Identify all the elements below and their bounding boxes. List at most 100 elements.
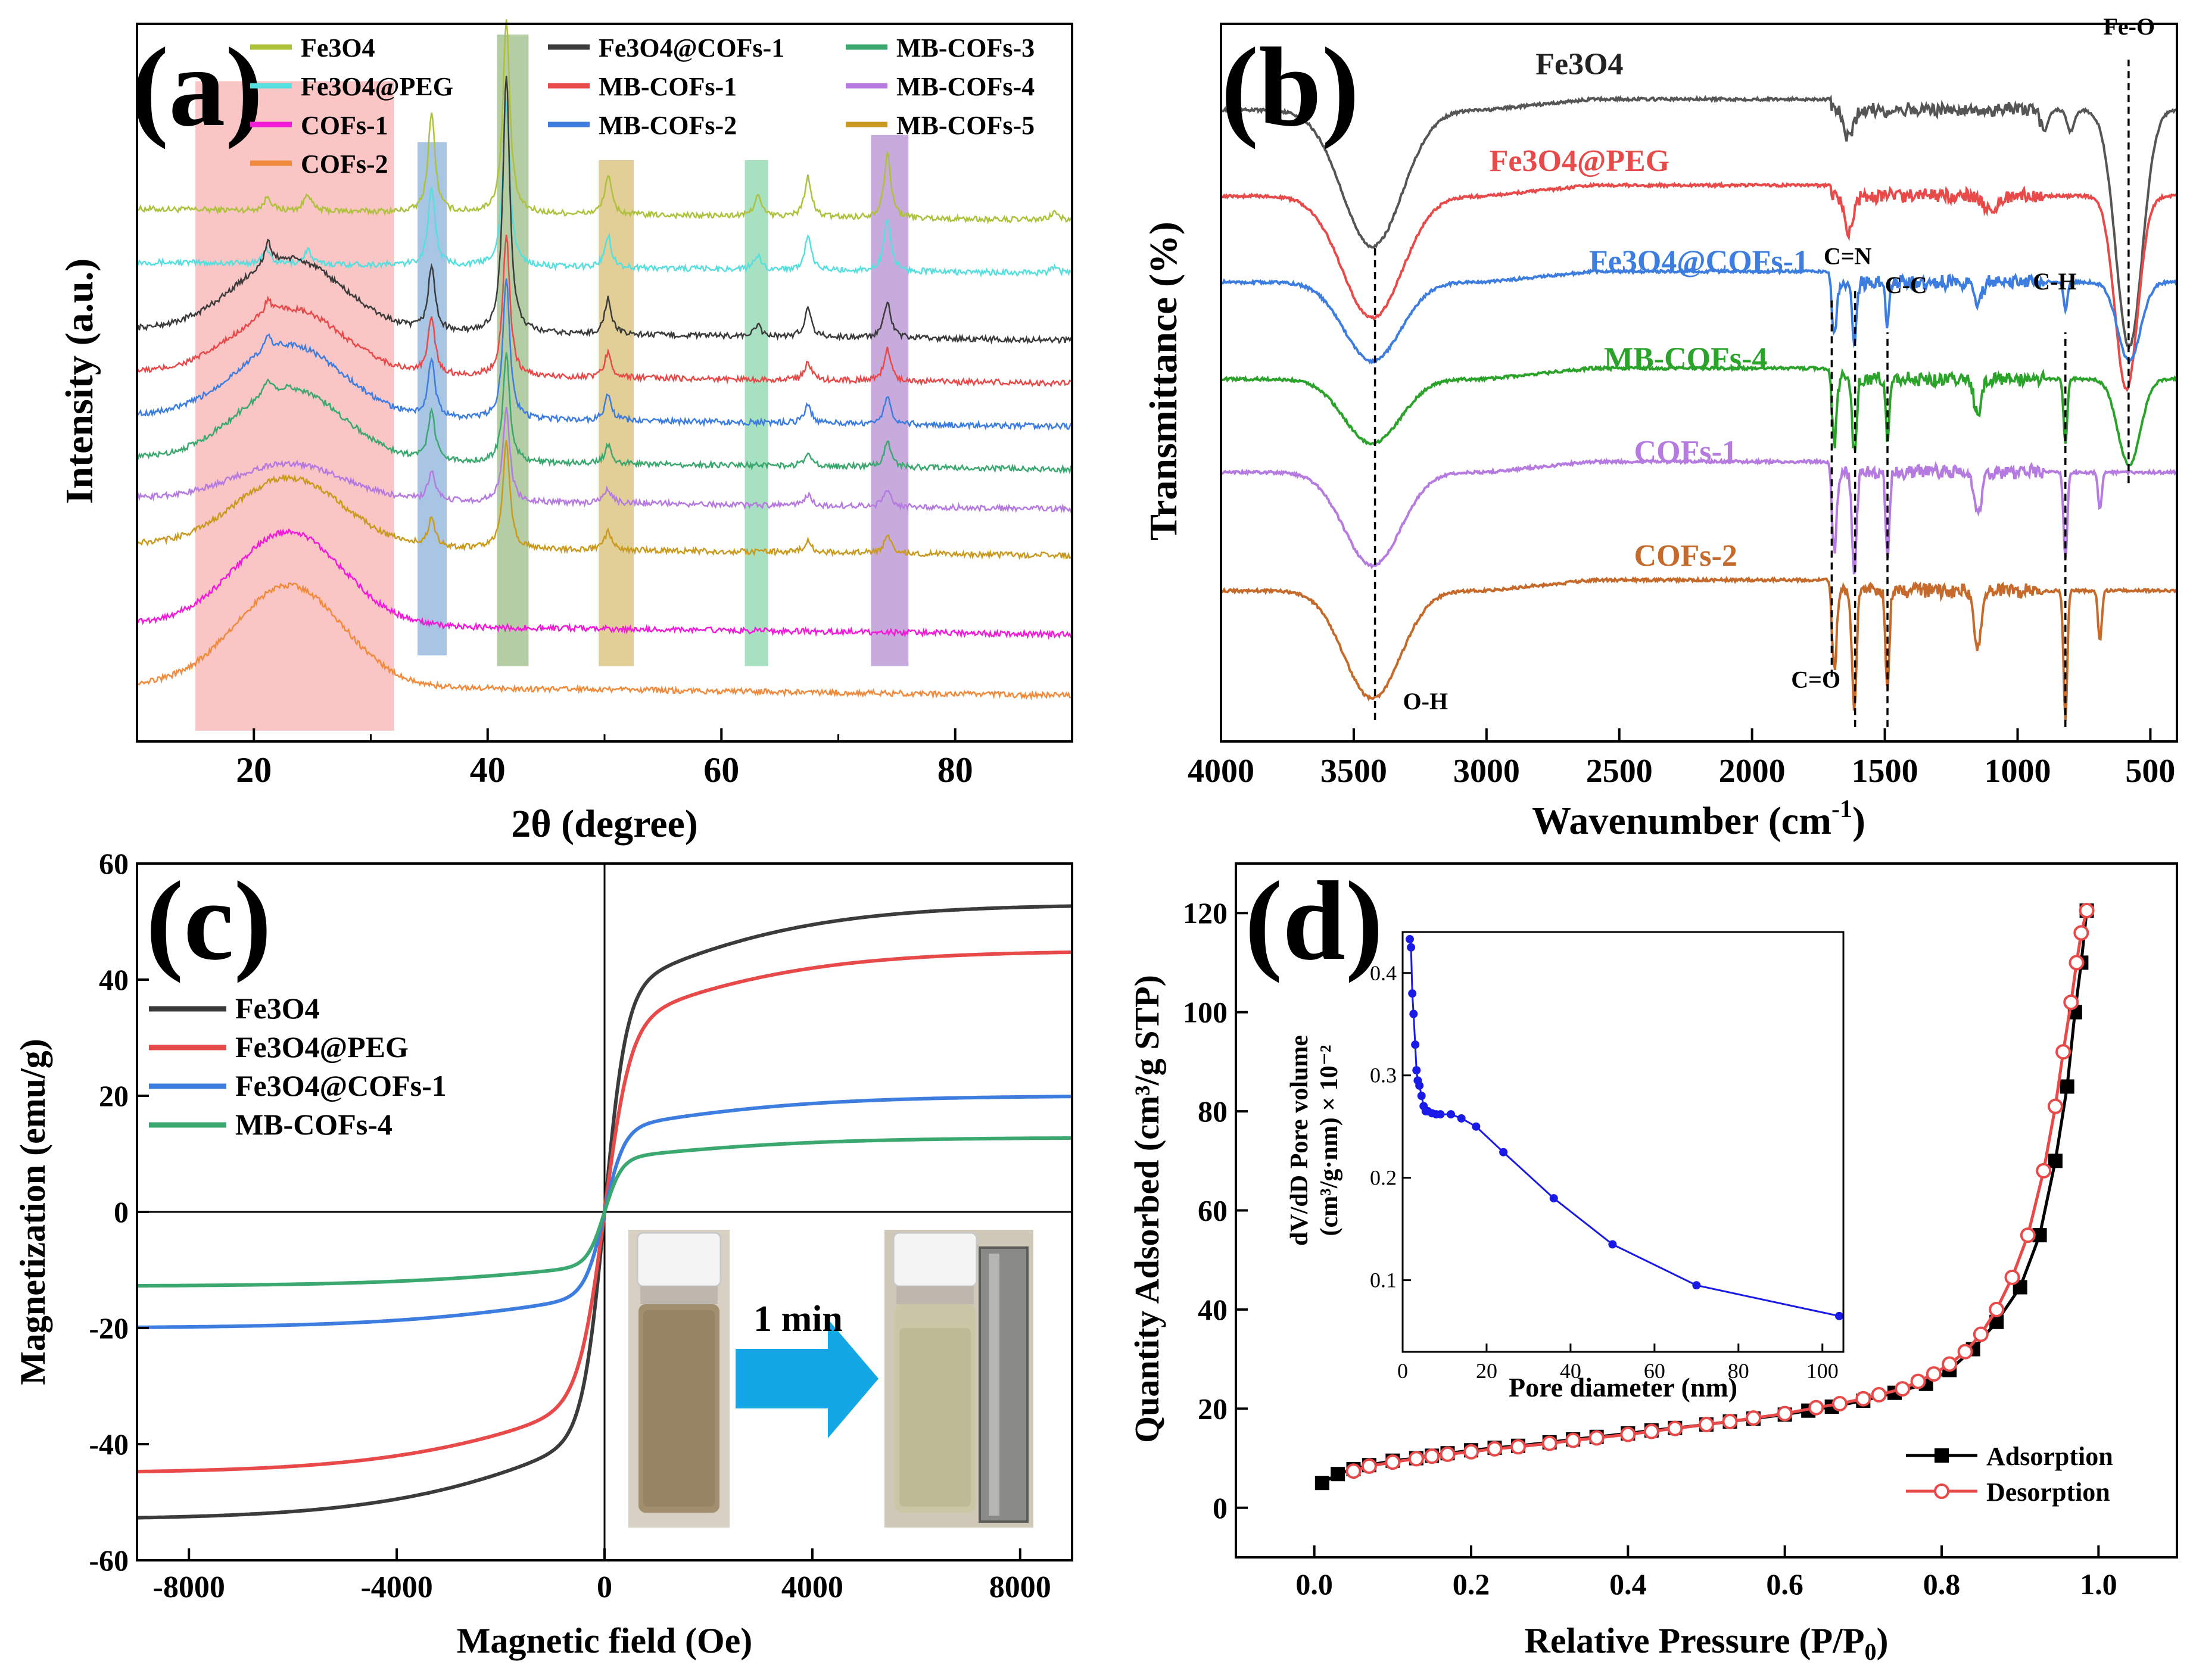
d-marker-desorption (2055, 1044, 2071, 1060)
vial-after-neck (896, 1286, 974, 1304)
arrow-right-icon (736, 1319, 879, 1438)
d-legend-label-desorption: Desorption (1986, 1478, 2110, 1507)
b-series-label-cofs-2: COFs-2 (1634, 539, 1737, 573)
a-y-axis-label: Intensity (a.u.) (58, 258, 101, 504)
d-marker-desorption (2079, 903, 2095, 919)
b-x-axis-label-sup: -1 (1831, 796, 1852, 823)
d-inset-point (1417, 1092, 1426, 1101)
d-marker-desorption (1463, 1444, 1479, 1460)
c-vsm-curves (136, 904, 1073, 1520)
b-plot-frame (1220, 23, 2178, 743)
a-xtick-label-40: 40 (470, 750, 506, 790)
d-inset-xtick-label-80: 80 (1728, 1359, 1749, 1383)
a-legend-label-mb-cofs-4: MB-COFs-4 (896, 72, 1035, 101)
d-inset-point (1608, 1240, 1617, 1249)
d-marker-desorption (1620, 1426, 1636, 1442)
d-marker-desorption (1643, 1423, 1659, 1439)
d-inset-ytick-label-3: 0.4 (1370, 961, 1397, 985)
d-legend-label-adsorption: Adsorption (1986, 1442, 2113, 1471)
d-marker-desorption (1424, 1448, 1440, 1464)
d-inset-ytick-label-0: 0.1 (1370, 1268, 1397, 1292)
vial-before-texture (643, 1310, 715, 1507)
b-annotation-c-h: C-H (2033, 268, 2076, 295)
a-legend-label-mb-cofs-1: MB-COFs-1 (599, 72, 737, 101)
a-xrd-curves (136, 19, 1073, 701)
d-ytick-label-80: 80 (1198, 1095, 1228, 1128)
d-marker-desorption (2004, 1269, 2020, 1285)
a-xtick-label-60: 60 (703, 750, 739, 790)
c-legend-label-fe3o4: Fe3O4 (235, 992, 320, 1025)
b-series-labels: Fe3O4 Fe3O4@PEG Fe3O4@COFs-1 MB-COFs-4 COFs-… (1490, 47, 1809, 572)
d-marker-desorption (1942, 1356, 1958, 1372)
d-marker-desorption (1487, 1441, 1503, 1457)
c-ytick-label--60: -60 (89, 1544, 129, 1577)
c-ticks: -8000 -4000 0 4000 8000 -60 -40 -20 0 20 40 60 (89, 847, 1051, 1604)
d-xtick-label-0: 0.0 (1295, 1567, 1333, 1601)
c-ytick-label-60: 60 (99, 847, 129, 880)
vial-after-cap (892, 1232, 978, 1288)
b-annotation-fe-o: Fe-O (2103, 13, 2155, 40)
d-marker-desorption (2063, 995, 2079, 1010)
b-series-label-mb-cofs-4: MB-COFs-4 (1604, 341, 1767, 375)
a-curve-mb-cofs-2 (136, 278, 1073, 431)
d-inset-point (1409, 1009, 1418, 1018)
a-legend-label-fe3o4-peg: Fe3O4@PEG (301, 72, 453, 101)
a-band-4 (745, 160, 768, 666)
c-xtick-label--4000: -4000 (360, 1570, 432, 1604)
d-inset-point (1457, 1114, 1466, 1123)
b-curve-cofs-1 (1220, 457, 2178, 575)
b-series-label-fe3o4-peg: Fe3O4@PEG (1490, 144, 1670, 178)
a-curve-mb-cofs-4 (136, 407, 1073, 515)
c-x-axis-label: Magnetic field (Oe) (457, 1621, 753, 1660)
b-x-ticks: 4000 3500 3000 2500 2000 1500 1000 500 (1188, 728, 2175, 790)
c-inset-photo: 1 min (628, 1230, 1033, 1528)
d-inset-point (1408, 989, 1417, 998)
c-ytick-label--40: -40 (89, 1427, 129, 1461)
d-marker-desorption (2020, 1227, 2036, 1243)
d-inset-x-label: Pore diameter (nm) (1509, 1372, 1737, 1402)
a-curve-fe3o4-cofs-1 (136, 76, 1073, 345)
b-curve-cofs-2 (1220, 575, 2178, 721)
a-xtick-label-20: 20 (236, 750, 272, 790)
d-marker-adsorption (1314, 1476, 1329, 1491)
b-dashed-markers (1373, 60, 2130, 727)
b-series-label-fe3o4-cofs-1: Fe3O4@COFs-1 (1589, 245, 1809, 279)
d-marker-desorption (1588, 1430, 1605, 1446)
d-ytick-label-40: 40 (1198, 1293, 1228, 1326)
vial-after-liquid (899, 1328, 971, 1507)
d-inset-ytick-label-1: 0.2 (1370, 1166, 1397, 1190)
d-marker-desorption (1831, 1396, 1848, 1412)
b-annotation-o-h: O-H (1403, 688, 1448, 715)
d-ticks: 0.0 0.2 0.4 0.6 0.8 1.0 0 20 40 60 80 100 120 (1183, 896, 2117, 1601)
d-marker-desorption (1385, 1454, 1401, 1470)
d-marker-desorption (2047, 1098, 2063, 1114)
c-legend: Fe3O4 Fe3O4@PEG Fe3O4@COFs-1 MB-COFs-4 (149, 992, 447, 1141)
a-curve-cofs-2 (136, 582, 1073, 701)
d-marker-desorption (1361, 1458, 1377, 1474)
d-inset-xtick-label-60: 60 (1644, 1359, 1665, 1383)
d-marker-desorption (1722, 1413, 1738, 1429)
d-marker-desorption (1808, 1400, 1824, 1416)
d-isotherm-curves (1314, 903, 2095, 1491)
a-highlight-bands (195, 35, 909, 731)
d-inset-point (1407, 943, 1416, 952)
d-inset-xtick-label-0: 0 (1397, 1359, 1408, 1383)
d-marker-desorption (1895, 1381, 1911, 1397)
d-marker-desorption (1699, 1416, 1714, 1432)
b-series-label-cofs-1: COFs-1 (1634, 435, 1737, 469)
c-legend-label-fe3o4-cofs-1: Fe3O4@COFs-1 (235, 1069, 447, 1102)
d-inset-point (1499, 1148, 1508, 1157)
b-xtick-label-1500: 1500 (1852, 753, 1918, 790)
b-curve-fe3o4-cofs-1 (1220, 267, 2178, 366)
d-inset-xtick-label-100: 100 (1806, 1359, 1839, 1383)
b-annotation-c-o: C=O (1791, 666, 1840, 693)
a-band-1 (418, 142, 447, 656)
panel-b: 4000 3500 3000 2500 2000 1500 1000 500 Fe3O4Fe3… (1142, 13, 2178, 843)
a-band-0 (195, 81, 394, 731)
b-panel-label: (b) (1221, 25, 1359, 150)
d-xtick-label-2: 0.4 (1609, 1567, 1647, 1601)
b-curve-mb-cofs-4 (1220, 364, 2178, 466)
d-ytick-label-20: 20 (1198, 1392, 1228, 1425)
a-legend-label-mb-cofs-5: MB-COFs-5 (896, 111, 1035, 140)
